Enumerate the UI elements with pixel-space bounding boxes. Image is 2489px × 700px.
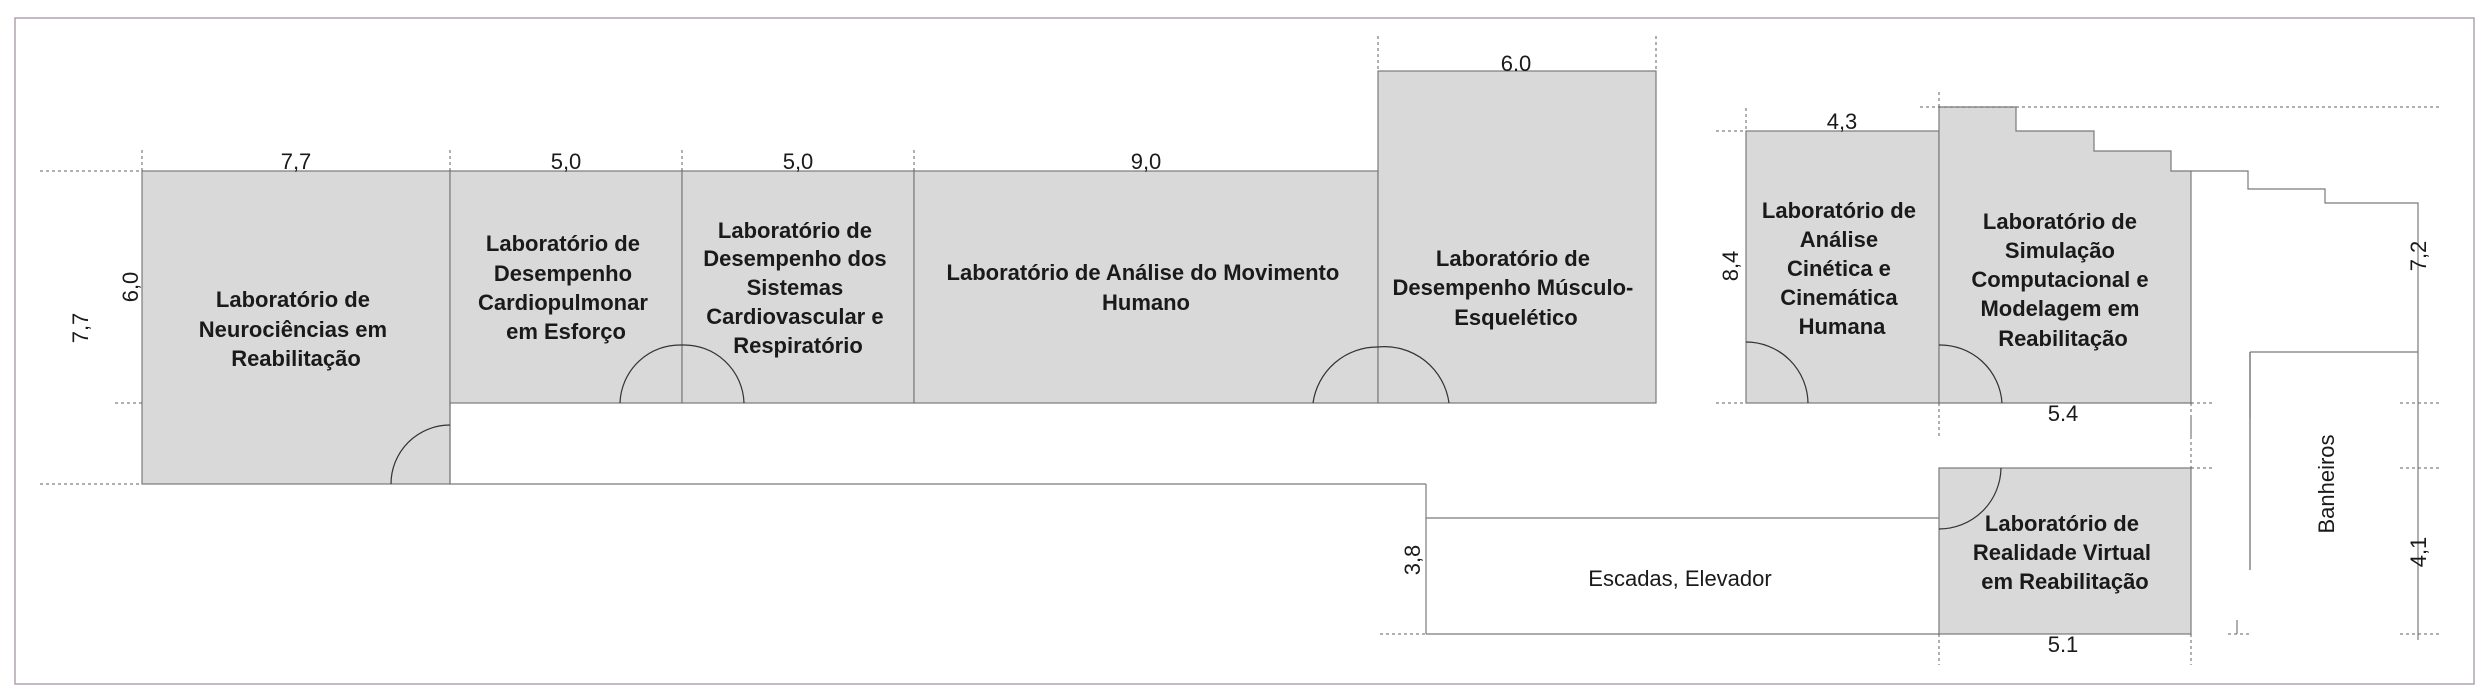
door-neurociencias [390,424,451,485]
room-cardiopulmonar [449,170,683,404]
room-simulacao [1938,106,2192,404]
dim-label-musculo-width: 6.0 [1501,51,1532,76]
dim-label-left-inner-height: 6,0 [118,272,143,303]
dim-label-right-lower-height: 4,1 [2406,537,2431,568]
label-sistemas: Laboratório de Desempenho dos Sistemas C… [703,218,893,358]
dim-label-right-upper-height: 7,2 [2406,241,2431,272]
dim-label-simulacao-width: 5.4 [2048,401,2079,426]
dim-label-sistemas-width: 5,0 [783,149,814,174]
door-cinetica [1745,341,1809,404]
label-banheiros: Banheiros [2314,434,2339,533]
label-escadas-elevador: Escadas, Elevador [1588,566,1771,591]
dim-label-neuro-width: 7,7 [281,149,312,174]
door-sistemas [681,344,745,404]
room-cinetica [1745,130,1940,404]
room-neurociencias [141,170,451,485]
drawing-frame [14,17,2475,685]
room-musculo-esqueletico [1377,70,1657,404]
dim-label-cinetica-width: 4,3 [1827,109,1858,134]
door-musculo [1377,346,1450,404]
room-sistemas [681,170,915,404]
label-cardiopulmonar: Laboratório de Desempenho Cardiopulmonar… [478,231,654,344]
label-cinetica: Laboratório de Análise Cinética e Cinemá… [1762,198,1922,339]
dim-label-escadas-height: 3,8 [1400,545,1425,576]
dim-label-cinetica-height: 8,4 [1718,251,1743,282]
label-musculo-esqueletico: Laboratório de Desempenho Músculo- Esque… [1393,246,1640,330]
banheiros-outer-wall [2191,170,2419,640]
room-analise-movimento [913,170,1379,404]
escadas-top-wall [1425,484,1939,519]
door-movimento [1312,346,1379,404]
corridor-wall-upper [449,403,1426,485]
dim-label-left-outer-height: 7,7 [68,313,93,344]
dim-label-movimento-width: 9,0 [1131,149,1162,174]
door-simulacao [1938,344,2003,404]
dim-label-cardio-width: 5,0 [551,149,582,174]
label-simulacao: Laboratório de Simulação Computacional e… [1971,209,2154,351]
room-realidade-virtual [1938,467,2192,635]
dim-label-realidade-width: 5.1 [2048,632,2079,657]
label-neurociencias: Laboratório de Neurociências em Reabilit… [199,287,393,371]
label-analise-movimento: Laboratório de Análise do Movimento Huma… [947,260,1346,315]
door-cardiopulmonar [619,344,683,404]
label-realidade-virtual: Laboratório de Realidade Virtual em Reab… [1973,511,2157,594]
door-realidade-virtual [1938,467,2002,530]
